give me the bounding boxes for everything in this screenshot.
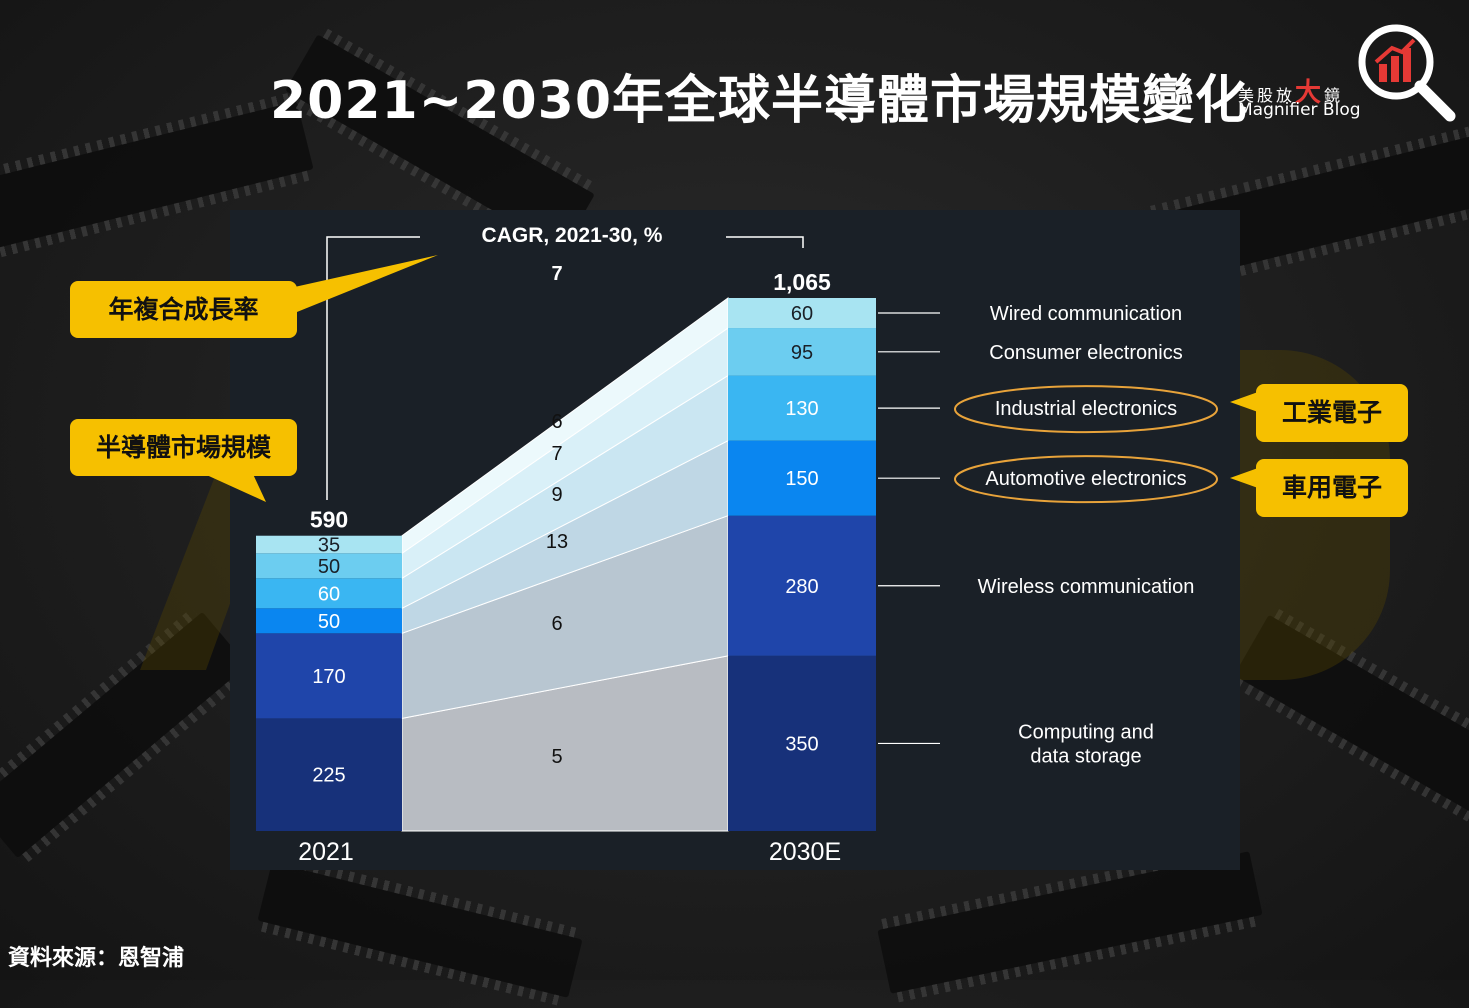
data-label: 225	[312, 765, 345, 787]
category-label: 2030E	[769, 838, 841, 866]
legend-label: Wired communication	[990, 303, 1182, 325]
cagr-label: 5	[551, 746, 562, 768]
data-label: 150	[785, 468, 818, 490]
data-label: 280	[785, 576, 818, 598]
bar-segment	[728, 375, 876, 441]
total-cagr-label: 7	[551, 263, 562, 285]
bar-segment	[256, 718, 402, 831]
source-note: 資料來源：恩智浦	[8, 946, 185, 971]
data-label: 60	[791, 303, 813, 325]
legend-label: data storage	[1030, 745, 1141, 767]
bar-total-label: 1,065	[773, 269, 831, 295]
chart-panel: 225 350 170 280 50 150 60 130 50 95 35 60 5 6 13 9 7 6 7 CA…	[230, 210, 1240, 870]
legend-highlight-ellipse	[954, 455, 1218, 504]
bar-segment	[728, 298, 876, 329]
cagr-label: 9	[551, 484, 562, 506]
cagr-bracket-left	[326, 236, 420, 500]
stacked-bar-chart: 225 350 170 280 50 150 60 130 50 95 35 60 5 6 13 9 7 6 7 CA…	[256, 224, 1218, 866]
brand-logo: 美股放大鏡 Magnifier Blog	[1236, 22, 1461, 127]
bar-segment	[256, 578, 402, 609]
cagr-bracket-right	[726, 236, 804, 248]
bar-segment	[256, 535, 402, 554]
legend-label: Industrial electronics	[995, 398, 1177, 420]
legend-highlight-ellipse	[954, 385, 1218, 434]
magnifier-bar-chart-icon	[1358, 24, 1456, 122]
legend-label: Automotive electronics	[985, 468, 1186, 490]
cagr-callout: 年複合成長率	[70, 281, 297, 338]
bar-segment	[728, 440, 876, 516]
data-label: 50	[318, 611, 340, 633]
data-label: 50	[318, 556, 340, 578]
data-label: 130	[785, 398, 818, 420]
industrial-callout: 工業電子	[1256, 384, 1408, 442]
data-label: 95	[791, 342, 813, 364]
cagr-header: CAGR, 2021-30, %	[482, 224, 663, 247]
legend-label: Computing and	[1018, 721, 1154, 743]
cagr-callout-pointer	[200, 255, 1258, 502]
data-label: 170	[312, 666, 345, 688]
legend-label: Wireless communication	[978, 576, 1195, 598]
data-label: 350	[785, 733, 818, 755]
data-label: 35	[318, 534, 340, 556]
cagr-label: 6	[551, 613, 562, 635]
bar-segment	[728, 515, 876, 656]
page-title: 2021~2030年全球半導體市場規模變化	[270, 71, 1249, 131]
data-label: 60	[318, 583, 340, 605]
market-size-callout: 半導體市場規模	[70, 419, 297, 476]
cagr-label: 13	[546, 531, 568, 553]
logo-english-text: Magnifier Blog	[1238, 100, 1361, 120]
automotive-callout: 車用電子	[1256, 459, 1408, 517]
bar-segment	[728, 328, 876, 376]
bar-segment	[256, 553, 402, 579]
cagr-label: 6	[551, 411, 562, 433]
legend-label: Consumer electronics	[989, 342, 1182, 364]
logo-chinese-text: 美股放大鏡	[1238, 78, 1344, 108]
bar-segment	[256, 633, 402, 719]
category-label: 2021	[298, 838, 354, 866]
bar-segment	[256, 608, 402, 634]
cagr-label: 7	[551, 443, 562, 465]
bar-segment	[728, 655, 876, 831]
bar-total-label: 590	[310, 507, 348, 533]
